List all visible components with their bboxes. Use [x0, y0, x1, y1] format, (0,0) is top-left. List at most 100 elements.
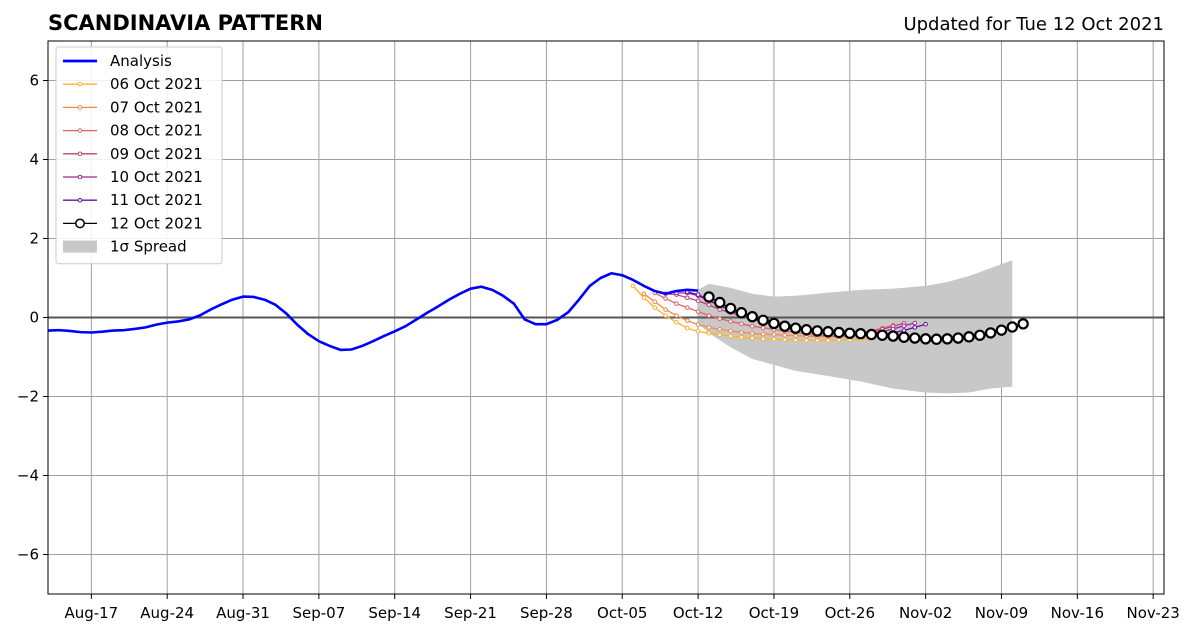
series-point: [912, 325, 918, 330]
legend-entry: 10 Oct 2021: [63, 168, 203, 186]
x-tick-label: Oct-05: [597, 604, 647, 622]
x-tick-label: Sep-28: [520, 604, 573, 622]
x-tick-label: Aug-17: [64, 604, 118, 622]
series-point: [724, 302, 737, 315]
series-point: [695, 298, 701, 304]
y-tick-label: −6: [17, 546, 39, 564]
x-tick-label: Nov-16: [1051, 604, 1104, 622]
legend-label: 10 Oct 2021: [110, 168, 203, 186]
series-point: [717, 316, 723, 321]
series-point: [717, 327, 723, 332]
chart-subtitle: Updated for Tue 12 Oct 2021: [903, 14, 1164, 35]
series-point: [695, 292, 701, 297]
series-point: [887, 330, 899, 342]
series-point: [822, 326, 834, 338]
series-point: [641, 291, 647, 297]
series-point: [749, 331, 755, 336]
series-point: [706, 302, 712, 308]
series-point: [865, 328, 878, 341]
x-tick-label: Oct-19: [749, 604, 799, 622]
series-point: [984, 327, 997, 339]
legend-label: 11 Oct 2021: [110, 191, 203, 209]
x-axis: Aug-17 Aug-24 Aug-31 Sep-07 Sep-14 Sep-21 Sep-…: [64, 594, 1180, 622]
series-point: [995, 324, 1008, 336]
series-point: [749, 335, 755, 341]
x-tick-label: Nov-02: [899, 604, 952, 622]
legend-label: 08 Oct 2021: [110, 122, 203, 140]
series-point: [739, 321, 744, 327]
series-point: [930, 333, 943, 345]
y-tick-label: 2: [29, 230, 39, 248]
series-point: [663, 313, 668, 318]
legend-entry: 09 Oct 2021: [63, 145, 203, 163]
series-point: [876, 329, 888, 341]
legend-marker: [77, 174, 83, 180]
series-point: [779, 320, 791, 332]
series-point: [674, 313, 679, 318]
series-point: [974, 329, 986, 341]
series-point: [630, 283, 636, 289]
series-point: [695, 322, 701, 327]
spread-band: [698, 260, 1013, 394]
legend-marker: [77, 151, 83, 157]
y-tick-label: 4: [29, 151, 39, 169]
legend-entry: 11 Oct 2021: [63, 191, 203, 209]
series-point: [684, 325, 690, 331]
legend-marker: [77, 81, 83, 87]
series-point: [652, 299, 658, 305]
x-tick-label: Aug-31: [216, 604, 270, 622]
series-point: [952, 332, 964, 344]
series-point: [811, 325, 823, 337]
series-point: [1006, 321, 1019, 333]
y-tick-label: −2: [17, 388, 39, 406]
legend-entry: Analysis: [63, 52, 172, 70]
series-point: [663, 307, 668, 312]
legend-label: 1σ Spread: [110, 238, 187, 256]
x-tick-label: Sep-14: [368, 604, 421, 622]
series-point: [717, 307, 723, 312]
series-point: [901, 323, 907, 329]
series-point: [684, 305, 690, 310]
series-point: [833, 326, 845, 339]
series-point: [674, 301, 679, 306]
series-point: [714, 296, 726, 309]
series-point: [1017, 318, 1029, 330]
series-point: [898, 331, 910, 343]
series-point: [717, 332, 723, 338]
chart-title: SCANDINAVIA PATTERN: [48, 11, 323, 35]
series-point: [941, 333, 954, 345]
series-point: [854, 327, 867, 340]
legend-marker: [77, 105, 83, 110]
series-point: [695, 329, 701, 334]
legend-entry: 12 Oct 2021: [63, 214, 203, 232]
series-point: [804, 338, 809, 343]
legend-marker: [75, 218, 85, 229]
series-point: [923, 321, 928, 327]
series-point: [757, 314, 769, 326]
series-point: [706, 313, 712, 318]
analysis-line: [47, 271, 699, 352]
analysis-series: [47, 271, 699, 352]
x-tick-label: Oct-12: [673, 604, 723, 622]
series-point: [793, 337, 798, 343]
series-point: [706, 331, 712, 336]
series-point: [703, 291, 715, 303]
forecast-series: [630, 283, 1029, 345]
series-point: [652, 305, 658, 310]
series-point: [760, 336, 766, 342]
x-tick-label: Oct-26: [825, 604, 875, 622]
legend-box: [55, 46, 223, 265]
legend-label: 07 Oct 2021: [110, 98, 203, 116]
x-tick-label: Nov-23: [1126, 604, 1179, 622]
y-tick-label: −4: [17, 467, 39, 485]
series-point: [782, 337, 788, 342]
series-point: [663, 296, 668, 301]
series-point: [963, 331, 975, 343]
series-point: [728, 319, 733, 324]
series-point: [814, 338, 820, 343]
legend-label: 06 Oct 2021: [110, 75, 203, 93]
series-point: [912, 320, 918, 326]
y-axis: −6 −4 −2 0 2 4 6: [17, 72, 48, 564]
x-tick-label: Sep-21: [444, 604, 497, 622]
